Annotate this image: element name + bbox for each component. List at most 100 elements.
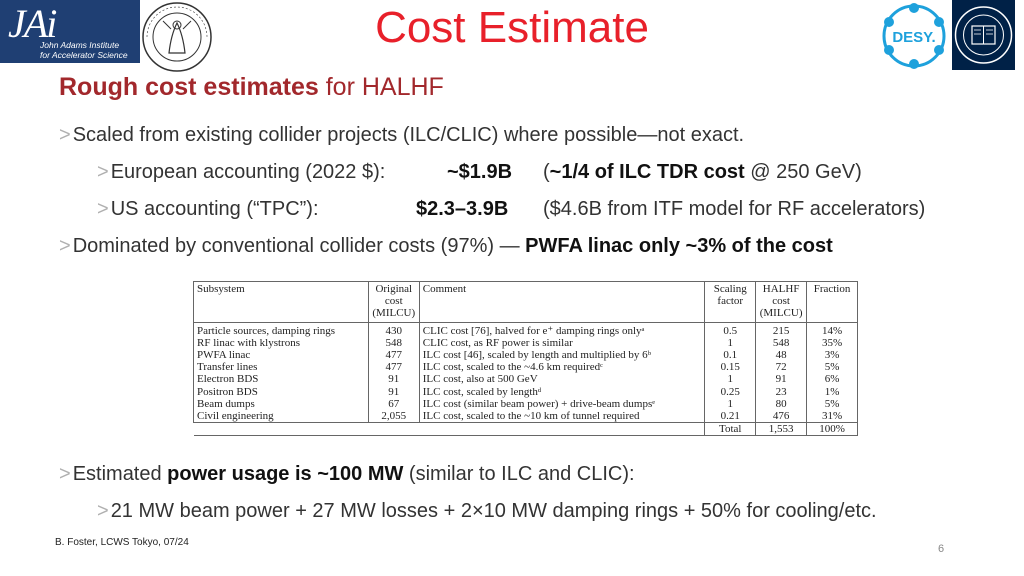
cell-subsystem: Beam dumps: [193, 397, 369, 411]
bullet-text-rest: (similar to ILC and CLIC):: [403, 463, 635, 485]
cell-subsystem: Transfer lines: [193, 361, 369, 374]
cell-fraction: 35%: [806, 336, 858, 350]
cell-fraction: 6%: [806, 373, 858, 386]
cell-halhf-cost: 215: [755, 322, 807, 337]
cell-halhf-cost: 23: [755, 385, 807, 398]
cell-scaling-factor: 0.21: [704, 410, 756, 424]
jai-logo: JAi John Adams Institute for Accelerator…: [0, 0, 140, 63]
cell-empty: [419, 422, 705, 437]
cell-halhf-cost: 548: [755, 336, 807, 350]
oxford-university-logo: [952, 0, 1015, 70]
cell-comment: CLIC cost, as RF power is similar: [418, 336, 705, 350]
bullet-arrow: >: [97, 198, 109, 220]
subtitle-rest: for HALHF: [325, 73, 444, 101]
cell-scaling-factor: 1: [704, 397, 756, 411]
slide-title: Cost Estimate: [375, 3, 649, 52]
cell-scaling-factor: 0.1: [704, 349, 756, 362]
cell-halhf-cost: 72: [755, 361, 807, 374]
col-scaling-factor: Scaling factor: [704, 281, 756, 323]
cell-fraction: 5%: [806, 361, 858, 374]
cell-original-cost: 430: [367, 322, 420, 337]
cell-original-cost: 2,055: [367, 410, 420, 424]
cell-comment: ILC cost, scaled to the ~4.6 km required…: [418, 361, 705, 374]
cell-subsystem: Particle sources, damping rings: [193, 322, 369, 337]
bullet-bold: PWFA linac only ~3% of the cost: [525, 235, 833, 257]
bullet-power-usage: > Estimated power usage is ~100 MW (simil…: [59, 463, 635, 486]
bullet-power-breakdown: >21 MW beam power + 27 MW losses + 2×10 …: [97, 500, 877, 523]
cell-fraction: 31%: [806, 410, 858, 424]
desy-logo: DESY.: [882, 3, 946, 69]
cell-subsystem: Electron BDS: [193, 373, 369, 386]
bullet-arrow: >: [59, 463, 71, 485]
note-rest: @ 250 GeV): [744, 161, 862, 183]
bullet-arrow: >: [59, 124, 71, 146]
cell-total-label: Total: [704, 422, 756, 437]
col-original-cost: Original cost (MILCU): [367, 281, 420, 323]
cell-original-cost: 548: [367, 336, 420, 350]
bullet-text: 21 MW beam power + 27 MW losses + 2×10 M…: [110, 500, 877, 522]
cost-table: Subsystem Original cost (MILCU) Comment …: [193, 281, 858, 437]
cell-empty: [368, 422, 420, 437]
cell-comment: CLIC cost [76], halved for e⁺ damping ri…: [418, 322, 705, 337]
col-halhf-cost: HALHF cost (MILCU): [755, 281, 807, 323]
bullet-text: Scaled from existing collider projects (…: [72, 124, 745, 146]
oxford-crest-icon: [954, 6, 1013, 64]
bullet-text: Estimated: [72, 463, 168, 485]
jai-logo-mark: JAi: [8, 1, 57, 46]
cell-comment: ILC cost, also at 500 GeV: [418, 373, 705, 386]
table-row: Transfer lines 477 ILC cost, scaled to t…: [193, 361, 858, 374]
table-row: RF linac with klystrons 548 CLIC cost, a…: [193, 336, 858, 350]
col-subsystem: Subsystem: [193, 281, 369, 323]
subtitle-bold: Rough cost estimates: [59, 73, 319, 101]
cell-subsystem: Civil engineering: [193, 410, 369, 424]
cell-comment: ILC cost [46], scaled by length and mult…: [418, 349, 705, 362]
cell-halhf-cost: 476: [755, 410, 807, 424]
note-open: (: [543, 161, 550, 183]
bullet-arrow: >: [59, 235, 71, 257]
oslo-university-seal: [142, 2, 212, 72]
bullet-text: Dominated by conventional collider costs…: [72, 235, 526, 257]
footer-author: B. Foster, LCWS Tokyo, 07/24: [55, 537, 189, 548]
cell-halhf-cost: 91: [755, 373, 807, 386]
desy-text: DESY.: [892, 29, 935, 46]
cell-subsystem: PWFA linac: [193, 349, 369, 362]
bullet-bold: power usage is ~100 MW: [167, 463, 404, 485]
cell-original-cost: 91: [367, 385, 420, 398]
bullet-scaled-from-colliders: > Scaled from existing collider projects …: [59, 124, 744, 147]
col-fraction: Fraction: [806, 281, 858, 323]
cell-original-cost: 67: [367, 397, 420, 411]
cell-fraction: 1%: [806, 385, 858, 398]
table-row: Particle sources, damping rings 430 CLIC…: [193, 322, 858, 337]
bullet-dominated-by-conventional: > Dominated by conventional collider cost…: [59, 235, 833, 258]
cell-comment: ILC cost, scaled to the ~10 km of tunnel…: [418, 410, 705, 424]
cell-halhf-cost: 48: [755, 349, 807, 362]
cell-scaling-factor: 1: [704, 373, 756, 386]
cell-scaling-factor: 0.5: [704, 322, 756, 337]
cell-empty: [193, 422, 369, 437]
cell-original-cost: 91: [367, 373, 420, 386]
cell-comment: ILC cost (similar beam power) + drive-be…: [418, 397, 705, 411]
cell-original-cost: 477: [367, 361, 420, 374]
cell-fraction: 14%: [806, 322, 858, 337]
cell-scaling-factor: 0.25: [704, 385, 756, 398]
col-comment: Comment: [418, 281, 705, 323]
cell-total-fraction: 100%: [806, 422, 858, 437]
cell-halhf-cost: 80: [755, 397, 807, 411]
cell-fraction: 3%: [806, 349, 858, 362]
cell-original-cost: 477: [367, 349, 420, 362]
table-row: Positron BDS 91 ILC cost, scaled by leng…: [193, 385, 858, 398]
note-bold: ~1/4 of ILC TDR cost: [549, 161, 745, 183]
bullet-arrow: >: [97, 161, 109, 183]
cell-subsystem: RF linac with klystrons: [193, 336, 369, 350]
us-cost-note: ($4.6B from ITF model for RF accelerator…: [543, 198, 926, 220]
european-cost-note: (~1/4 of ILC TDR cost @ 250 GeV): [543, 161, 862, 184]
us-cost-value: $2.3–3.9B: [416, 198, 509, 220]
table-row: Beam dumps 67 ILC cost (similar beam pow…: [193, 397, 858, 411]
cell-fraction: 5%: [806, 397, 858, 411]
page-number: 6: [938, 543, 945, 555]
table-row: Civil engineering 2,055 ILC cost, scaled…: [193, 410, 858, 424]
table-row: PWFA linac 477 ILC cost [46], scaled by …: [193, 349, 858, 362]
jai-logo-text: John Adams Institute for Accelerator Sci…: [40, 40, 128, 60]
bullet-arrow: >: [97, 500, 109, 522]
jai-line1: John Adams Institute: [40, 40, 120, 50]
